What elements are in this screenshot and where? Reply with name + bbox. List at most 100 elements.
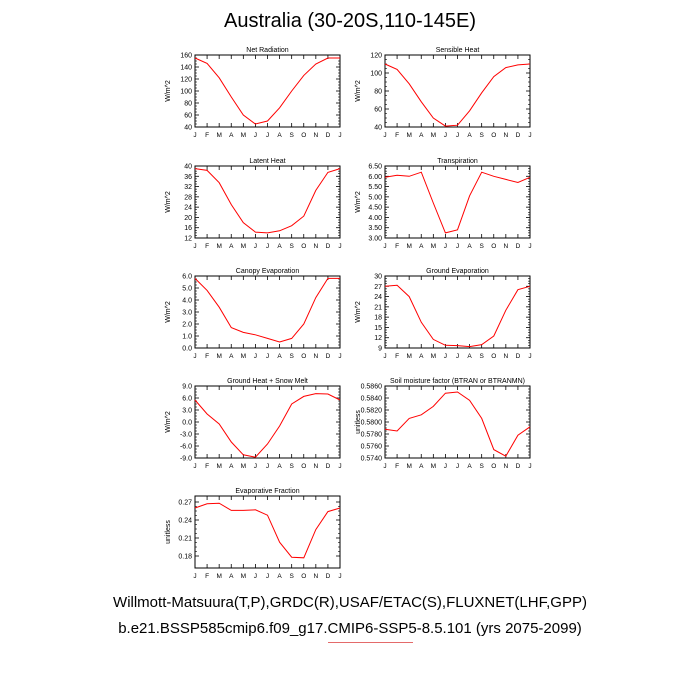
y-tick-label: 6.50 — [368, 164, 382, 171]
x-tick-label: D — [326, 243, 331, 250]
x-tick-label: J — [338, 353, 341, 360]
y-tick-label: -9.0 — [180, 456, 192, 463]
y-tick-label: 6.00 — [368, 174, 382, 181]
series-line — [194, 393, 341, 458]
series-line — [384, 391, 531, 457]
series-line — [194, 277, 340, 343]
y-tick-label: 9 — [378, 346, 382, 353]
x-tick-label: J — [528, 243, 531, 250]
x-tick-label: J — [193, 243, 196, 250]
x-tick-label: M — [216, 573, 221, 580]
plot-frame — [194, 165, 341, 239]
y-axis-label: W/m^2 — [165, 411, 172, 433]
x-tick-label: D — [326, 132, 331, 139]
y-tick-label: 120 — [370, 53, 382, 60]
x-tick-label: J — [444, 353, 447, 360]
x-tick-label: J — [383, 243, 386, 250]
y-tick-label: 0.0 — [182, 346, 192, 353]
x-tick-label: F — [395, 243, 399, 250]
y-axis-label: W/m^2 — [355, 301, 362, 323]
y-tick-label: 24 — [374, 294, 382, 301]
x-tick-label: M — [431, 132, 436, 139]
y-tick-label: 0.27 — [178, 500, 192, 507]
y-tick-label: 3.00 — [368, 236, 382, 243]
x-tick-label: S — [479, 132, 484, 139]
x-tick-label: M — [241, 243, 246, 250]
x-tick-label: J — [383, 463, 386, 470]
x-tick-label: J — [456, 243, 459, 250]
x-tick-label: M — [241, 353, 246, 360]
y-tick-label: 0.5780 — [361, 432, 383, 439]
y-axis-label: W/m^2 — [355, 80, 362, 102]
x-tick-label: J — [456, 132, 459, 139]
series-line — [194, 502, 341, 559]
y-tick-label: 100 — [370, 71, 382, 78]
y-tick-label: 0.24 — [178, 518, 192, 525]
y-tick-label: 16 — [184, 225, 192, 232]
y-tick-label: 80 — [374, 89, 382, 96]
x-tick-label: M — [216, 243, 221, 250]
plot-frame — [384, 385, 531, 459]
x-tick-label: M — [241, 463, 246, 470]
x-tick-label: A — [229, 463, 234, 470]
x-tick-label: O — [301, 132, 306, 139]
x-tick-label: J — [383, 132, 386, 139]
x-tick-label: F — [205, 353, 209, 360]
y-tick-label: 0.5820 — [361, 408, 383, 415]
x-tick-label: N — [503, 132, 508, 139]
x-tick-label: J — [266, 132, 269, 139]
x-tick-label: A — [277, 463, 282, 470]
x-tick-label: J — [528, 132, 531, 139]
y-tick-label: 28 — [184, 194, 192, 201]
x-tick-label: F — [205, 573, 209, 580]
x-tick-label: D — [326, 353, 331, 360]
x-tick-label: J — [383, 353, 386, 360]
x-tick-label: N — [313, 353, 318, 360]
x-tick-label: M — [431, 243, 436, 250]
plot-frame — [384, 54, 531, 128]
x-tick-label: A — [467, 132, 472, 139]
x-tick-label: J — [528, 353, 531, 360]
y-tick-label: 2.0 — [182, 322, 192, 329]
y-tick-label: 5.50 — [368, 184, 382, 191]
y-tick-label: 9.0 — [182, 384, 192, 391]
x-tick-label: S — [479, 243, 484, 250]
x-tick-label: J — [193, 573, 196, 580]
y-tick-label: 3.0 — [182, 310, 192, 317]
plot-frame — [194, 275, 341, 349]
x-tick-label: M — [431, 353, 436, 360]
y-tick-label: 0.5860 — [361, 384, 383, 391]
x-tick-label: A — [277, 243, 282, 250]
y-tick-label: 36 — [184, 174, 192, 181]
y-tick-label: 30 — [374, 274, 382, 281]
y-tick-label: 100 — [180, 89, 192, 96]
y-tick-label: 12 — [374, 335, 382, 342]
x-tick-label: M — [216, 353, 221, 360]
x-tick-label: O — [301, 243, 306, 250]
x-tick-label: D — [516, 353, 521, 360]
x-tick-label: M — [216, 463, 221, 470]
footer-underline — [328, 642, 413, 643]
x-tick-label: N — [503, 353, 508, 360]
panel-title: Ground Evaporation — [426, 268, 489, 275]
y-axis-label: W/m^2 — [355, 191, 362, 213]
y-tick-label: 80 — [184, 101, 192, 108]
x-tick-label: A — [229, 132, 234, 139]
x-tick-label: A — [467, 463, 472, 470]
x-tick-label: A — [419, 463, 424, 470]
x-tick-label: A — [277, 132, 282, 139]
x-tick-label: J — [266, 353, 269, 360]
y-tick-label: 24 — [184, 205, 192, 212]
x-tick-label: O — [491, 353, 496, 360]
y-tick-label: 0.5760 — [361, 444, 383, 451]
y-tick-label: 6.0 — [182, 274, 192, 281]
x-tick-label: J — [456, 463, 459, 470]
x-tick-label: A — [467, 353, 472, 360]
x-tick-label: O — [301, 463, 306, 470]
x-tick-label: N — [313, 463, 318, 470]
x-tick-label: S — [289, 463, 294, 470]
y-tick-label: 12 — [184, 236, 192, 243]
y-tick-label: 3.0 — [182, 408, 192, 415]
x-tick-label: N — [503, 243, 508, 250]
x-tick-label: M — [406, 463, 411, 470]
